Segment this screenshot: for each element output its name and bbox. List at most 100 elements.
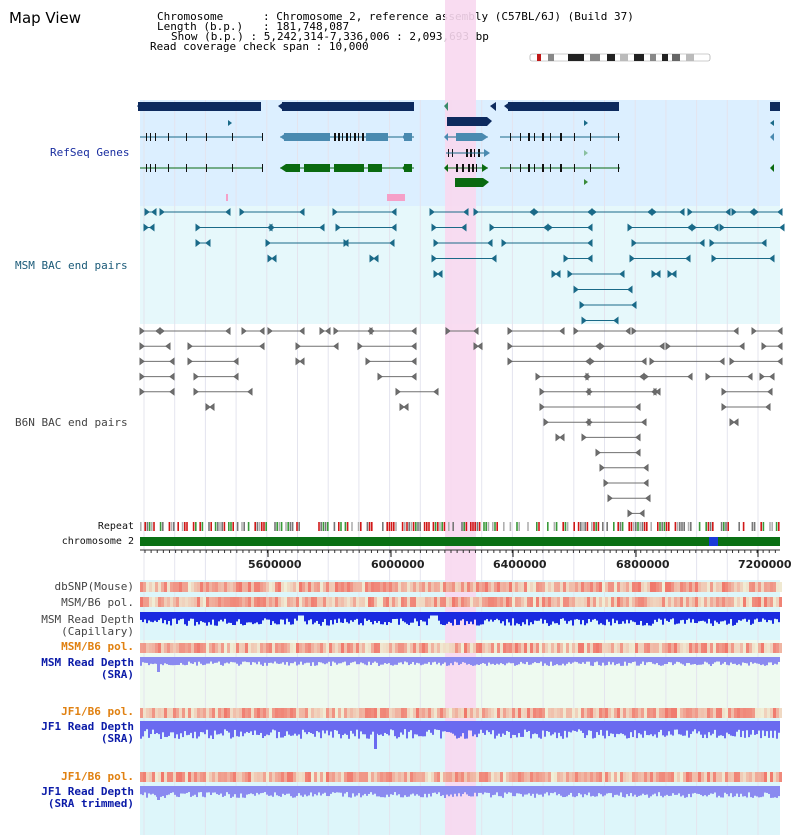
polymorphism-cell (209, 582, 212, 592)
repeat-element (762, 522, 765, 531)
bac-end-marker (587, 387, 593, 396)
polymorphism-cell (335, 597, 338, 607)
read-depth-bar (704, 721, 706, 735)
read-depth-bar (540, 721, 542, 739)
repeat-element (426, 522, 428, 531)
b6n-bac-label[interactable]: B6N BAC end pairs (15, 416, 128, 429)
polymorphism-cell (716, 597, 719, 607)
polymorphism-cell (662, 597, 665, 607)
polymorphism-cell (206, 582, 209, 592)
repeat-element (327, 522, 329, 531)
read-depth-bar (596, 657, 598, 662)
read-depth-bar (530, 657, 532, 665)
repeat-element (547, 522, 549, 531)
read-depth-bar (408, 612, 410, 626)
polymorphism-cell (530, 643, 533, 653)
read-depth-bar (598, 721, 600, 735)
bac-end-marker (395, 387, 401, 396)
read-depth-bar (304, 786, 306, 795)
read-depth-bar (280, 657, 282, 664)
read-depth-bar (190, 786, 192, 797)
polymorphism-cell (158, 597, 161, 607)
read-depth-bar (708, 786, 710, 795)
polymorphism-cell (479, 643, 482, 653)
read-depth-bar (324, 612, 326, 619)
polymorphism-cell (170, 582, 173, 592)
read-depth-bar (264, 721, 266, 737)
polymorphism-cell (344, 708, 347, 718)
read-depth-bar (598, 612, 600, 625)
bac-end-marker (599, 342, 605, 351)
polymorphism-cell (623, 582, 626, 592)
polymorphism-cell (710, 708, 713, 718)
read-depth-bar (640, 612, 642, 621)
refseq-genes-label[interactable]: RefSeq Genes (50, 146, 130, 159)
polymorphism-cell (734, 772, 737, 782)
read-depth-bar (528, 786, 530, 794)
bac-end-marker (631, 239, 637, 247)
read-depth-bar (414, 786, 416, 796)
polymorphism-cell (557, 708, 560, 718)
read-depth-bar (260, 657, 262, 665)
read-depth-bar (534, 657, 536, 663)
repeat-element (712, 522, 714, 531)
read-depth-bar (544, 721, 546, 737)
read-depth-bar (348, 721, 350, 739)
read-depth-bar (182, 612, 184, 619)
bac-end-marker (143, 223, 149, 232)
read-depth-bar (768, 786, 770, 795)
polymorphism-cell (464, 772, 467, 782)
read-depth-bar (576, 612, 578, 620)
read-depth-bar (458, 786, 460, 794)
bac-end-marker (169, 372, 175, 381)
read-depth-bar (774, 612, 776, 619)
read-depth-bar (148, 612, 150, 621)
polymorphism-cell (479, 772, 482, 782)
polymorphism-cell (698, 772, 701, 782)
read-depth-bar (346, 786, 348, 793)
read-depth-bar (742, 721, 744, 731)
read-depth-bar (600, 721, 602, 730)
polymorphism-cell (356, 582, 359, 592)
read-depth-bar (702, 657, 704, 665)
polymorphism-cell (242, 597, 245, 607)
read-depth-bar (382, 721, 384, 736)
read-depth-bar (252, 657, 254, 663)
bac-end-marker (713, 223, 719, 232)
msm-bac-label[interactable]: MSM BAC end pairs (15, 259, 128, 272)
polymorphism-cell (146, 597, 149, 607)
read-depth-bar (158, 612, 160, 621)
polymorphism-cell (455, 582, 458, 592)
read-depth-bar (620, 786, 622, 793)
read-depth-bar (540, 657, 542, 662)
polymorphism-cell (476, 582, 479, 592)
polymorphism-cell (227, 772, 230, 782)
repeat-element (472, 522, 474, 531)
read-depth-bar (492, 657, 494, 664)
repeat-element (256, 522, 259, 531)
bac-end-marker (691, 223, 697, 232)
polymorphism-cell (182, 643, 185, 653)
repeat-element (406, 522, 408, 531)
polymorphism-cell (740, 772, 743, 782)
polymorphism-cell (740, 597, 743, 607)
bac-end-marker (761, 342, 767, 351)
bac-end-marker (267, 254, 273, 263)
read-depth-bar (666, 612, 668, 621)
polymorphism-cell (644, 772, 647, 782)
polymorphism-cell (680, 582, 683, 592)
read-depth-bar (758, 612, 760, 622)
polymorphism-cell (503, 708, 506, 718)
read-depth-bar (538, 786, 540, 795)
repeat-element (742, 522, 745, 531)
repeat-element (320, 522, 322, 531)
polymorphism-cell (659, 772, 662, 782)
read-depth-bar (636, 786, 638, 797)
polymorphism-cell (599, 772, 602, 782)
polymorphism-cell (569, 708, 572, 718)
polymorphism-cell (335, 772, 338, 782)
repeat-element (386, 522, 388, 531)
polymorphism-cell (698, 597, 701, 607)
polymorphism-cell (356, 643, 359, 653)
